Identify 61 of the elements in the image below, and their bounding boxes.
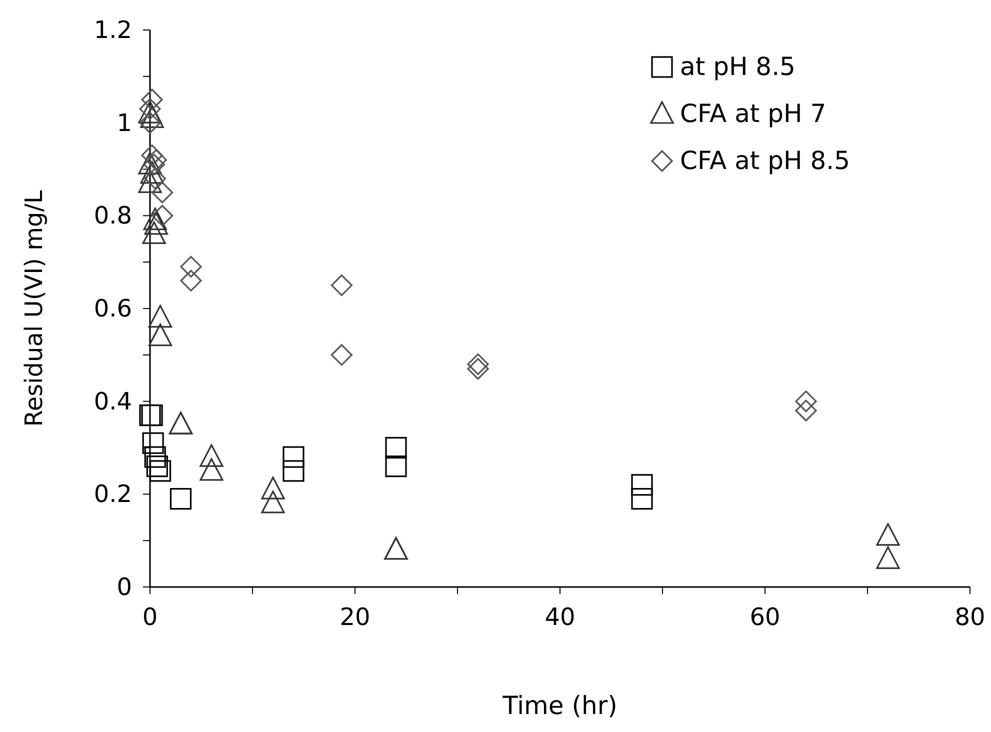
point	[170, 488, 192, 510]
point	[631, 488, 653, 510]
point	[261, 476, 285, 500]
point	[795, 400, 817, 422]
legend-label: at pH 8.5	[680, 52, 796, 81]
point	[282, 446, 304, 468]
point	[152, 182, 174, 204]
point	[144, 168, 166, 190]
point	[467, 353, 489, 375]
point	[146, 456, 168, 478]
legend-label: CFA at pH 8.5	[680, 146, 850, 175]
point	[141, 144, 163, 166]
point	[330, 274, 352, 296]
point	[142, 432, 164, 454]
point	[141, 88, 163, 110]
point	[140, 161, 164, 184]
x-tick-label: 40	[544, 603, 576, 631]
point	[261, 490, 285, 514]
point	[876, 546, 900, 569]
point	[138, 170, 162, 193]
point	[795, 390, 817, 412]
point	[143, 154, 165, 176]
point	[180, 256, 202, 278]
point	[467, 358, 489, 380]
point	[145, 149, 167, 171]
x-tick-label: 20	[340, 603, 370, 631]
point	[385, 456, 407, 478]
y-tick-label: 0	[116, 573, 132, 601]
point	[330, 344, 352, 366]
point	[149, 460, 172, 482]
point	[180, 270, 202, 292]
point	[140, 105, 164, 128]
point	[144, 212, 168, 235]
x-tick-label: 0	[142, 603, 158, 631]
y-axis-title: Residual U(VI) mg/L	[20, 190, 48, 427]
x-axis-title: Time (hr)	[502, 691, 618, 720]
y-tick-label: 1.2	[94, 16, 132, 44]
point	[144, 446, 166, 468]
point	[876, 523, 900, 546]
point	[631, 474, 653, 496]
y-tick-label: 0.4	[94, 387, 132, 416]
point	[139, 98, 161, 120]
x-tick-label: 60	[750, 603, 780, 631]
point	[152, 204, 174, 226]
x-tick-label: 80	[954, 603, 986, 631]
point	[200, 458, 224, 481]
point	[138, 152, 162, 174]
point	[200, 444, 224, 467]
y-tick-label: 0.2	[94, 480, 132, 508]
point	[143, 208, 167, 230]
point	[148, 304, 172, 328]
point	[139, 112, 161, 134]
y-tick-label: 0.8	[94, 202, 132, 230]
point	[138, 100, 162, 124]
point	[148, 324, 172, 346]
y-tick-label: 1	[116, 108, 132, 137]
legend-label: CFA at pH 7	[680, 99, 826, 128]
y-tick-label: 0.6	[94, 294, 132, 322]
point	[282, 460, 304, 482]
point	[385, 436, 407, 459]
point	[142, 221, 166, 244]
